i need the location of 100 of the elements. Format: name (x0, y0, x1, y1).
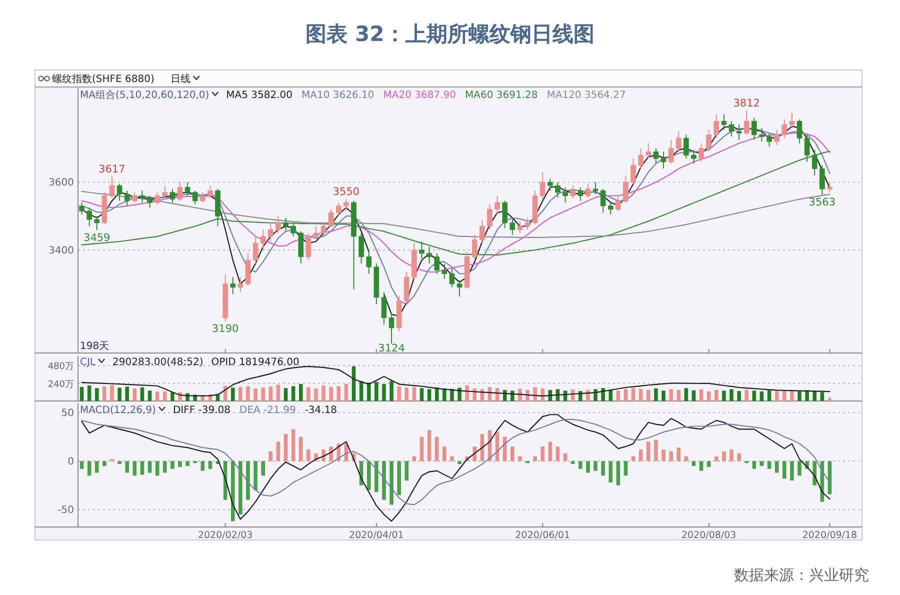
bar (646, 390, 650, 401)
bar (329, 446, 333, 462)
candlestick (623, 174, 628, 204)
bar (616, 461, 620, 486)
candlestick (524, 217, 530, 230)
text: 日线 (170, 73, 190, 85)
bar (684, 388, 688, 401)
line-series (81, 418, 830, 506)
bar (132, 461, 137, 476)
bar (186, 461, 190, 466)
bar (760, 461, 764, 466)
bar (518, 388, 522, 401)
bar (578, 461, 582, 469)
bar (586, 390, 590, 401)
y-tick-label: -50 (58, 505, 74, 516)
bar (608, 461, 613, 482)
x-tick-label: 2020/09/18 (802, 530, 858, 541)
candlestick (555, 182, 560, 198)
bar (390, 381, 394, 401)
bar (261, 388, 265, 401)
candlestick (608, 202, 614, 215)
bar (170, 392, 174, 401)
bar (442, 388, 446, 401)
y-tick-label: 50 (61, 408, 74, 420)
bar (420, 436, 424, 462)
candlestick (283, 217, 288, 232)
x-tick-label: 2020/08/03 (681, 530, 736, 541)
bar (760, 391, 764, 401)
candlestick (208, 185, 213, 198)
bar (820, 392, 824, 401)
bar (722, 390, 726, 401)
candlestick (646, 142, 652, 159)
bar (238, 386, 242, 401)
annotation: CJL (80, 357, 96, 368)
bar (714, 456, 718, 462)
bar (374, 382, 378, 401)
candlestick (827, 182, 832, 193)
bar (790, 390, 794, 401)
bar (427, 389, 432, 401)
bar (254, 388, 258, 401)
bar (230, 388, 235, 401)
bar (782, 461, 786, 479)
bar (102, 461, 106, 466)
bar (95, 461, 99, 473)
bar (752, 390, 756, 401)
bar (148, 390, 152, 401)
bar (427, 430, 432, 462)
bar (774, 391, 779, 401)
bar (586, 461, 590, 473)
bar (563, 453, 568, 462)
bar (767, 461, 772, 469)
candlestick (782, 119, 788, 139)
line-series (81, 414, 830, 522)
x-tick-label: 2020/06/01 (515, 530, 570, 541)
bar (208, 461, 212, 469)
annotation: MA组合(5,10,20,60,120,0) (80, 89, 210, 101)
bar (276, 442, 280, 462)
x-tick-label: 2020/02/03 (198, 530, 253, 541)
bar (533, 456, 537, 462)
bar (662, 450, 666, 462)
y-tick-label: 0 (68, 456, 74, 468)
bar (472, 388, 477, 401)
bar (510, 390, 514, 401)
candlestick (184, 182, 190, 196)
bar (284, 388, 288, 401)
candlestick (660, 151, 666, 170)
bar (472, 446, 477, 462)
bar (714, 390, 718, 401)
candlestick (638, 148, 644, 170)
bar (624, 461, 628, 476)
candlestick (381, 292, 387, 326)
bar (118, 461, 122, 464)
bar (374, 461, 378, 492)
bar (654, 388, 658, 401)
candlestick (510, 217, 516, 236)
bar (601, 461, 605, 476)
candlestick (487, 204, 492, 230)
bar (344, 384, 348, 401)
bar (80, 461, 84, 469)
candlestick (714, 114, 720, 139)
candlestick (140, 190, 145, 204)
bar (162, 391, 167, 401)
bar (254, 461, 258, 490)
annotation: 198天 (80, 341, 110, 352)
candlestick (162, 185, 168, 198)
bar (676, 448, 681, 462)
bar (782, 390, 786, 401)
source-note: 数据来源：兴业研究 (734, 566, 869, 584)
bar (298, 436, 303, 462)
bar (638, 388, 643, 401)
annotation: -34.18 (304, 405, 338, 416)
bar (631, 388, 636, 401)
candlestick (502, 200, 508, 228)
y-tick-label: 240万 (48, 380, 74, 390)
annotation: 290283.00(48:52) (112, 357, 204, 368)
candlestick (600, 188, 606, 214)
candlestick (578, 186, 584, 202)
candlestick (706, 129, 712, 151)
candlestick (434, 252, 440, 274)
bar (518, 456, 522, 462)
